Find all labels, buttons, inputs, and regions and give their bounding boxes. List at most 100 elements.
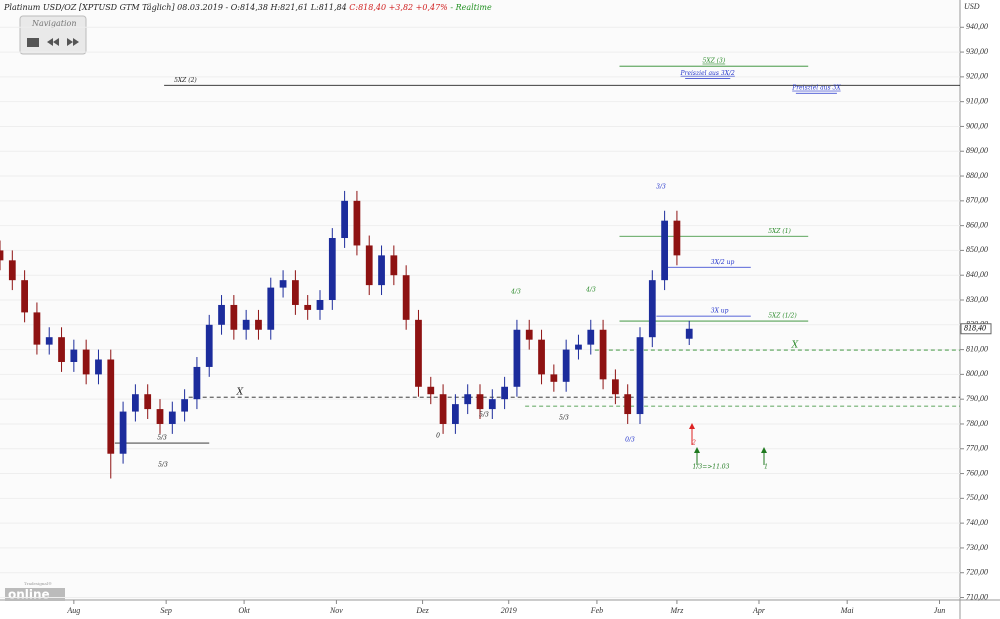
candle-body [513, 329, 521, 387]
x-tick-label: Aug [66, 606, 80, 615]
annotation: 0/3 [625, 437, 635, 444]
x-tick-label: Mai [840, 606, 854, 615]
candle-body [575, 344, 582, 350]
candle-body [119, 411, 127, 454]
x-tick-label: 2019 [501, 606, 517, 615]
candle-body [439, 394, 447, 424]
candle-body [648, 280, 656, 338]
arrow-head [761, 447, 767, 453]
level-label: 3X up [711, 308, 729, 315]
x-tick-label: Sep [160, 606, 172, 615]
y-tick-label: 860,00 [966, 220, 988, 229]
x-tick-label: Mrz [669, 606, 684, 615]
candle-body [0, 250, 4, 261]
y-tick-label: 800,00 [966, 369, 988, 378]
logo-main: online [8, 588, 50, 602]
candle-body [230, 304, 238, 330]
candle-body [464, 394, 472, 405]
level-label: Preisziel aus 3X [791, 85, 841, 92]
last-price-label: 818,40 [964, 324, 986, 333]
candle-body [144, 394, 152, 410]
forward-icon[interactable] [67, 38, 79, 46]
candle-body [107, 359, 115, 454]
candle-body [218, 304, 225, 325]
candle-body [624, 394, 632, 415]
candle-body [45, 337, 53, 345]
candle-body [82, 349, 90, 375]
candle-body [132, 394, 139, 412]
y-tick-label: 930,00 [966, 47, 988, 56]
candle-body [562, 349, 570, 382]
navigation-icons[interactable] [27, 38, 79, 47]
arrow-label: 1 [764, 464, 768, 471]
back-icon[interactable] [47, 38, 59, 46]
candle-body [33, 312, 41, 345]
candle-body [292, 280, 299, 305]
candle-body [488, 399, 496, 410]
annotation: 5/3 [479, 412, 489, 419]
annotation: 3/3 [656, 184, 666, 191]
x-tick-label: Dez [415, 606, 429, 615]
candle-body [21, 280, 28, 313]
level-label: 3X/2 up [711, 259, 735, 266]
y-tick-label: 830,00 [966, 295, 988, 304]
unit-label: USD [964, 2, 980, 11]
last-price-box [960, 323, 992, 335]
candle-body [538, 339, 545, 375]
level-label: 5XZ (1) [768, 228, 791, 235]
candle-body [661, 220, 668, 281]
logo-top: Tradesignal® [24, 581, 52, 586]
arrow-head [689, 423, 695, 429]
annotation: 4/3 [510, 289, 521, 296]
y-tick-label: 870,00 [966, 196, 988, 205]
candle-body [587, 329, 595, 345]
grid-icon[interactable] [27, 38, 39, 47]
candle-body [415, 319, 422, 387]
header-change: C:818,40 +3,82 +0,47% [349, 3, 448, 12]
y-tick-label: 850,00 [966, 245, 988, 254]
candle-body [242, 319, 250, 330]
candle-body [390, 255, 398, 276]
candle-body [402, 275, 410, 320]
arrow-label: 2 [691, 440, 696, 447]
candle-body [193, 366, 201, 400]
x-tick-label: Feb [590, 606, 603, 615]
y-tick-label: 750,00 [966, 493, 988, 502]
level-label: X [791, 341, 799, 351]
y-tick-label: 840,00 [966, 270, 988, 279]
level-label: 5/3 [157, 435, 167, 442]
candle-body [328, 238, 336, 300]
x-tick-label: Apr [752, 606, 766, 615]
navigation-title: Navigation [31, 19, 76, 28]
level-label: 5XZ (2) [174, 77, 197, 84]
candle-body [353, 200, 361, 246]
y-tick-label: 720,00 [966, 568, 988, 577]
candle-body [70, 349, 78, 362]
header-status: - Realtime [450, 3, 492, 12]
candle-body [550, 374, 558, 382]
candle-body [168, 411, 176, 424]
candle-body [452, 404, 459, 424]
y-tick-label: 880,00 [966, 171, 988, 180]
y-tick-label: 810,00 [966, 344, 988, 353]
candle-body [378, 255, 385, 286]
y-tick-label: 940,00 [966, 22, 988, 31]
x-tick-label: Nov [329, 606, 343, 615]
level-label: 5XZ (3) [703, 58, 726, 65]
arrow-head [694, 447, 700, 453]
candle-body [279, 280, 287, 288]
y-tick-label: 890,00 [966, 146, 988, 155]
candle-body [316, 300, 324, 310]
arrow-label: 1/3=>11.03 [693, 464, 730, 471]
annotation: 4/3 [585, 287, 596, 294]
candle-body [476, 394, 484, 410]
candle-body [255, 319, 262, 330]
y-tick-label: 760,00 [966, 468, 988, 477]
navigation-panel[interactable]: Navigation [19, 15, 87, 55]
candle-body [58, 337, 65, 362]
candle-body [636, 337, 644, 415]
y-tick-label: 740,00 [966, 518, 988, 527]
y-tick-label: 920,00 [966, 72, 988, 81]
candle-body [156, 409, 164, 424]
